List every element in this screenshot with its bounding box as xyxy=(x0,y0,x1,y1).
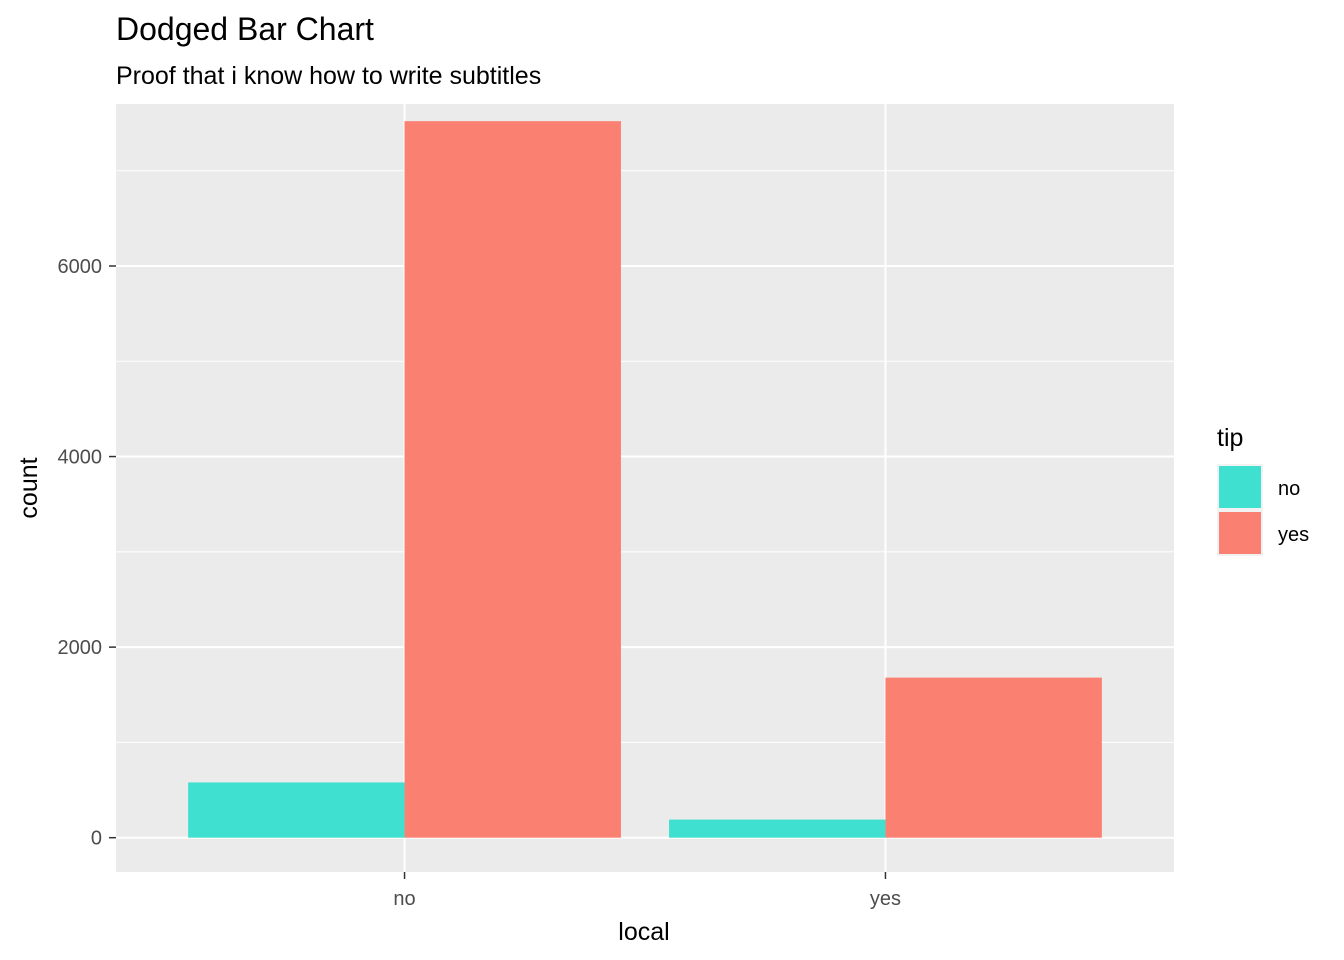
bar-no-no xyxy=(188,782,405,838)
y-tick-label: 0 xyxy=(91,828,102,850)
y-tick-label: 2000 xyxy=(58,637,103,659)
legend-key-no xyxy=(1219,466,1261,508)
legend-label-yes: yes xyxy=(1278,524,1309,546)
y-tick-label: 6000 xyxy=(58,256,103,278)
y-axis: 0 2000 4000 6000 xyxy=(58,256,116,850)
x-tick-label: yes xyxy=(870,888,901,910)
legend-key-yes xyxy=(1219,512,1261,554)
chart-subtitle: Proof that i know how to write subtitles xyxy=(116,62,541,90)
x-axis: no yes xyxy=(393,872,901,910)
bars xyxy=(188,121,1102,838)
x-tick-label: no xyxy=(393,888,415,910)
legend: tip no yes xyxy=(1217,424,1309,556)
chart-title: Dodged Bar Chart xyxy=(116,11,374,47)
x-axis-title: local xyxy=(618,918,669,946)
legend-title: tip xyxy=(1217,424,1243,452)
bar-yes-no xyxy=(669,819,886,838)
y-axis-title: count xyxy=(15,457,43,518)
y-tick-label: 4000 xyxy=(58,447,103,469)
bar-yes-yes xyxy=(885,677,1102,838)
legend-label-no: no xyxy=(1278,478,1300,500)
bar-no-yes xyxy=(404,121,621,838)
